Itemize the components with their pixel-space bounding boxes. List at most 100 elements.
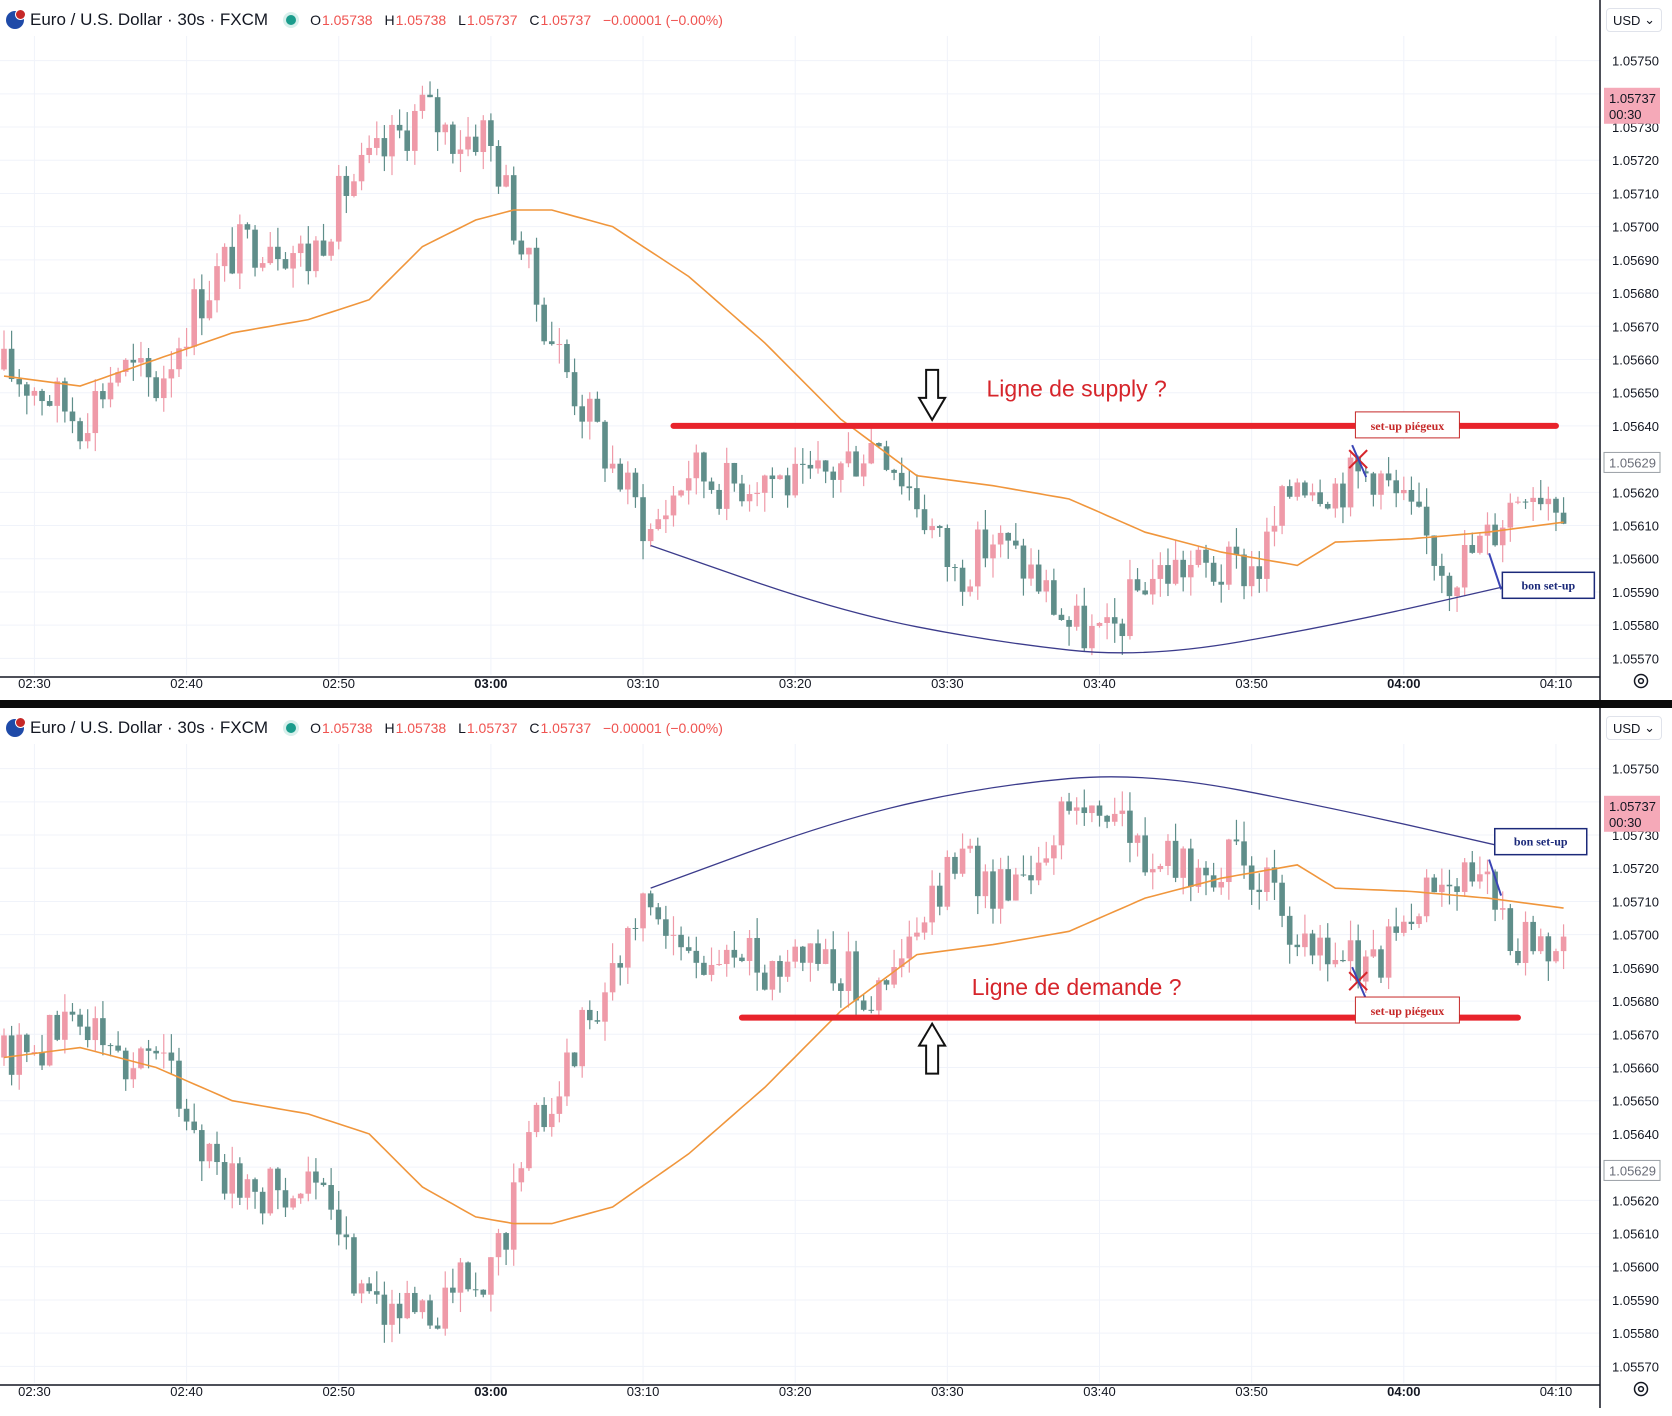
- candle-body: [244, 1179, 251, 1198]
- ohlc-high-key: H: [384, 720, 395, 736]
- candle: [708, 947, 715, 982]
- candle-body: [1035, 862, 1042, 881]
- candle-body: [313, 1171, 319, 1183]
- candle: [8, 1025, 15, 1086]
- candle-body: [54, 381, 61, 406]
- candle: [1271, 849, 1278, 900]
- ohlc-low-value: 1.05737: [466, 12, 518, 28]
- candle: [389, 1289, 395, 1343]
- candle-body: [183, 346, 190, 349]
- candle: [389, 115, 395, 176]
- candle: [206, 280, 213, 321]
- candle-body: [31, 1052, 38, 1054]
- candle: [1347, 920, 1354, 981]
- candle: [320, 223, 327, 257]
- candle: [625, 926, 631, 984]
- candle: [1264, 857, 1270, 901]
- candle-body: [1149, 869, 1156, 873]
- candle-body: [1142, 835, 1148, 873]
- candle: [1545, 932, 1552, 981]
- candle-body: [366, 147, 372, 155]
- candle-body: [906, 936, 913, 959]
- candle: [564, 1038, 570, 1106]
- candle: [860, 994, 867, 1012]
- candle: [1028, 548, 1034, 586]
- candle: [1385, 457, 1392, 487]
- candle-body: [655, 519, 662, 530]
- reference-price-label: 1.05629: [1609, 1163, 1656, 1178]
- candle-body: [815, 943, 821, 964]
- candle-body: [46, 401, 53, 406]
- candle-body: [541, 304, 547, 342]
- candle: [1187, 838, 1194, 902]
- candle-body: [1423, 877, 1430, 917]
- candle: [343, 1216, 350, 1250]
- candle: [1005, 532, 1012, 559]
- candle: [1187, 550, 1194, 596]
- candle-body: [1530, 921, 1536, 952]
- candle-body: [632, 927, 639, 929]
- candle: [1172, 823, 1179, 883]
- gear-icon[interactable]: [1632, 672, 1650, 690]
- candle: [914, 917, 920, 941]
- candle-body: [1248, 566, 1255, 587]
- candle: [617, 458, 624, 492]
- candle: [8, 330, 15, 382]
- candlestick-chart-bottom[interactable]: 1.057501.057401.057301.057201.057101.057…: [0, 708, 1672, 1408]
- symbol-title[interactable]: Euro / U.S. Dollar · 30s · FXCM: [30, 10, 269, 29]
- candle-body: [754, 492, 760, 495]
- level-label: Ligne de supply ?: [987, 376, 1167, 402]
- candle-body: [1172, 840, 1179, 878]
- candle-body: [602, 992, 608, 1022]
- time-axis-tick-label: 03:30: [931, 1384, 964, 1399]
- candle-body: [533, 247, 540, 305]
- candle: [708, 477, 715, 494]
- candle: [1560, 497, 1567, 525]
- candle: [1515, 938, 1521, 966]
- candle-body: [206, 300, 213, 319]
- currency-select[interactable]: USD ⌄: [1606, 716, 1662, 740]
- price-axis-tick-label: 1.05610: [1612, 519, 1659, 534]
- candle-body: [716, 489, 722, 509]
- price-axis-tick-label: 1.05650: [1612, 1094, 1659, 1109]
- candle-body: [1256, 566, 1263, 579]
- chart-panel-top[interactable]: Euro / U.S. Dollar · 30s · FXCM O1.05738…: [0, 0, 1672, 700]
- candle-body: [1340, 483, 1346, 508]
- candle-body: [259, 1191, 266, 1214]
- candle-body: [31, 390, 38, 396]
- candle: [1195, 546, 1202, 568]
- candle-body: [457, 1262, 464, 1293]
- candle-body: [1134, 579, 1141, 591]
- candle: [906, 920, 913, 973]
- candle-body: [830, 949, 837, 984]
- candle-body: [488, 1257, 494, 1295]
- candle: [122, 358, 129, 377]
- candle: [176, 1047, 182, 1117]
- candlestick-chart-top[interactable]: 1.057501.057401.057301.057201.057101.057…: [0, 0, 1672, 700]
- candle: [198, 1124, 205, 1182]
- candle: [297, 235, 304, 267]
- candle-body: [609, 963, 616, 993]
- candle-body: [838, 983, 844, 991]
- candle-body: [1081, 807, 1088, 814]
- candle: [1446, 572, 1453, 612]
- candle: [792, 447, 798, 498]
- candle-body: [663, 919, 669, 936]
- currency-select[interactable]: USD ⌄: [1606, 8, 1662, 32]
- candle: [1340, 472, 1346, 524]
- candle-body: [1226, 839, 1232, 883]
- candle-body: [1469, 545, 1476, 553]
- price-axis-tick-label: 1.05670: [1612, 319, 1659, 334]
- candle-body: [838, 463, 844, 480]
- candle: [1279, 874, 1285, 928]
- gear-icon[interactable]: [1632, 1380, 1650, 1398]
- chart-panel-bottom[interactable]: Euro / U.S. Dollar · 30s · FXCM O1.05738…: [0, 708, 1672, 1408]
- candle-body: [1203, 867, 1209, 876]
- candle: [1378, 470, 1384, 510]
- symbol-title[interactable]: Euro / U.S. Dollar · 30s · FXCM: [30, 718, 269, 737]
- candle: [761, 474, 768, 512]
- candle: [1165, 548, 1171, 597]
- candle: [1530, 487, 1536, 522]
- candle: [1332, 942, 1339, 968]
- price-axis-tick-label: 1.05690: [1612, 253, 1659, 268]
